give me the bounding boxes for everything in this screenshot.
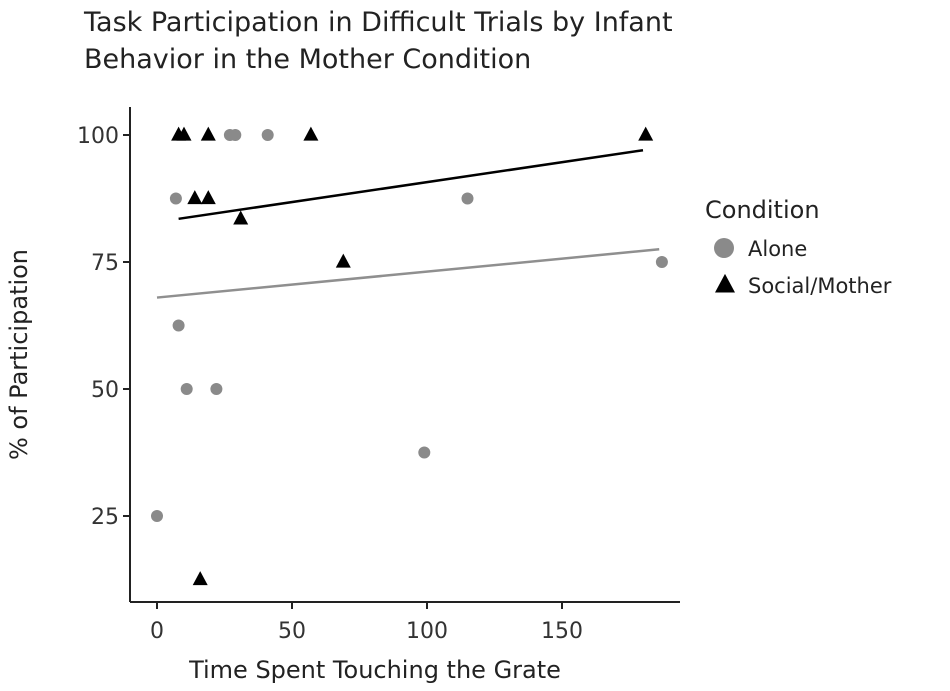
y-tick-label: 25 [91, 505, 119, 530]
legend-marker-alone [714, 238, 734, 258]
data-points [151, 126, 668, 586]
point-alone [151, 510, 163, 522]
point-social-mother [335, 253, 351, 268]
point-social-mother [233, 210, 249, 225]
chart-title-line-1: Task Participation in Difficult Trials b… [84, 7, 673, 38]
point-alone [655, 256, 668, 268]
point-alone [210, 383, 223, 395]
legend-label-alone: Alone [748, 237, 807, 261]
point-alone [180, 383, 193, 395]
legend: Condition Alone Social/Mother [705, 196, 892, 298]
point-alone [229, 129, 242, 141]
chart-title: Task Participation in Difficult Trials b… [84, 4, 673, 78]
legend-marker-social-mother [715, 273, 735, 293]
point-alone [461, 192, 474, 205]
fit-line-social-mother [178, 149, 644, 221]
fit-lines [156, 149, 660, 299]
point-social-mother [192, 571, 208, 586]
point-social-mother [638, 126, 654, 141]
legend-title: Condition [705, 196, 820, 224]
point-social-mother [176, 126, 192, 141]
x-tick-label: 0 [150, 619, 164, 644]
point-alone [169, 192, 182, 205]
x-tick-label: 150 [541, 619, 583, 644]
x-tick-label: 50 [278, 619, 306, 644]
x-axis-label: Time Spent Touching the Grate [188, 656, 561, 684]
point-social-mother [187, 190, 203, 205]
axes: 25 50 75 100 0 50 100 150 Time Spent Touching th… [5, 107, 680, 684]
fit-line-alone [156, 248, 660, 299]
y-tick-label: 75 [91, 251, 119, 276]
point-alone [418, 446, 431, 459]
point-social-mother [303, 126, 319, 141]
legend-label-social-mother: Social/Mother [748, 274, 892, 298]
chart-title-line-2: Behavior in the Mother Condition [84, 44, 532, 75]
point-social-mother [200, 190, 216, 205]
point-alone [172, 319, 185, 332]
x-tick-label: 100 [406, 619, 448, 644]
y-axis-label: % of Participation [5, 249, 33, 460]
y-tick-label: 50 [91, 378, 119, 403]
y-tick-label: 100 [77, 124, 119, 149]
point-alone [261, 129, 274, 141]
point-social-mother [200, 126, 216, 141]
